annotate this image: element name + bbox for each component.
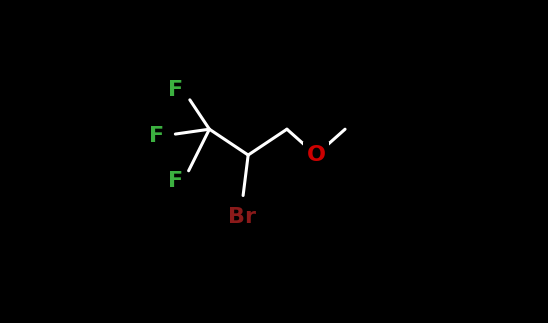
Text: F: F xyxy=(149,126,164,146)
Text: O: O xyxy=(306,145,326,165)
Text: F: F xyxy=(168,171,184,191)
Text: Br: Br xyxy=(228,207,256,227)
Text: F: F xyxy=(168,80,184,100)
